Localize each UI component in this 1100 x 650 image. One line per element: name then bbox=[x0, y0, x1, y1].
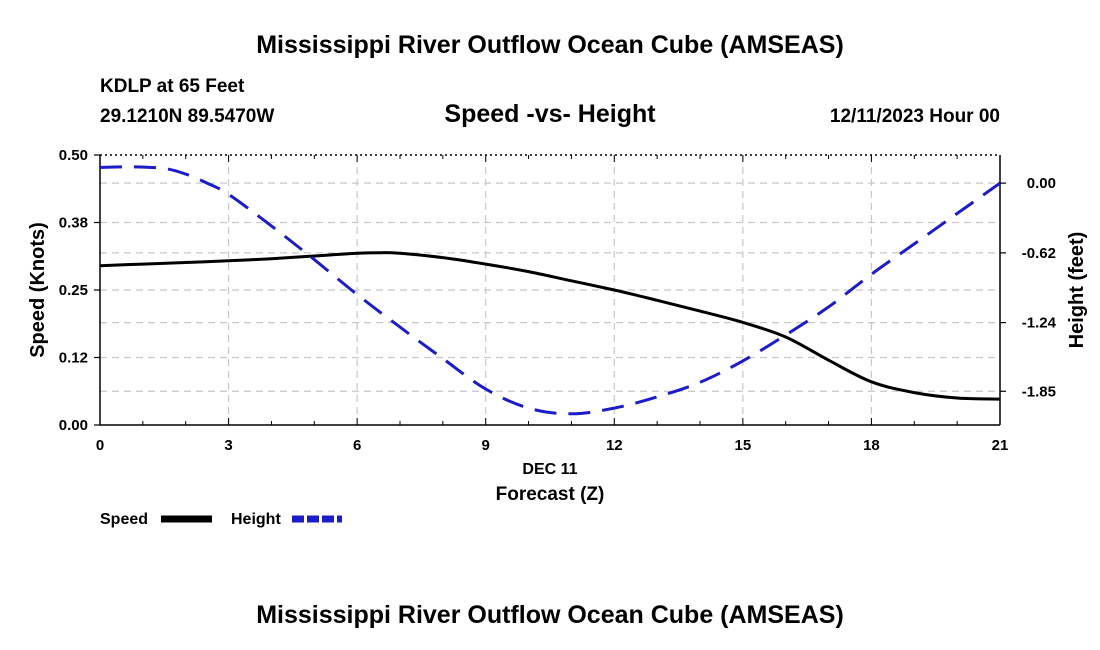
speed-series-line bbox=[99, 251, 1001, 401]
x-tick-label: 15 bbox=[735, 437, 752, 454]
y2-axis-label: Height (feet) bbox=[1066, 232, 1088, 349]
x-tick-label: 6 bbox=[353, 437, 361, 454]
y-tick-label: 0.25 bbox=[59, 282, 88, 299]
y-tick-label: 0.50 bbox=[59, 147, 88, 164]
footer-title: Mississippi River Outflow Ocean Cube (AM… bbox=[256, 601, 844, 629]
x-tick-label: 18 bbox=[863, 437, 880, 454]
station-label: KDLP at 65 Feet bbox=[100, 76, 245, 97]
x-tick-label: 3 bbox=[224, 437, 232, 454]
x-axis-date-label: DEC 11 bbox=[522, 461, 577, 478]
x-tick-label: 0 bbox=[96, 437, 104, 454]
y-tick-label: 0.00 bbox=[59, 417, 88, 434]
x-axis-label: Forecast (Z) bbox=[496, 484, 605, 505]
y2-tick-label: -1.85 bbox=[1022, 383, 1056, 400]
y-tick-label: 0.38 bbox=[59, 215, 88, 232]
x-tick-label: 12 bbox=[606, 437, 623, 454]
y-tick-label: 0.12 bbox=[59, 350, 88, 367]
legend-label-height: Height bbox=[231, 511, 281, 528]
plot-subtitle: Speed -vs- Height bbox=[444, 100, 656, 128]
y-axis-label: Speed (Knots) bbox=[27, 222, 49, 358]
y2-tick-label: -1.24 bbox=[1022, 315, 1057, 332]
x-tick-label: 21 bbox=[992, 437, 1009, 454]
y2-tick-label: -0.62 bbox=[1022, 245, 1056, 262]
legend-label-speed: Speed bbox=[100, 511, 148, 528]
coordinates-label: 29.1210N 89.5470W bbox=[100, 106, 275, 127]
chart-title: Mississippi River Outflow Ocean Cube (AM… bbox=[256, 31, 844, 59]
datetime-label: 12/11/2023 Hour 00 bbox=[829, 106, 1000, 127]
y2-tick-label: 0.00 bbox=[1027, 175, 1056, 192]
x-tick-label: 9 bbox=[482, 437, 490, 454]
height-series-line bbox=[99, 165, 1001, 416]
